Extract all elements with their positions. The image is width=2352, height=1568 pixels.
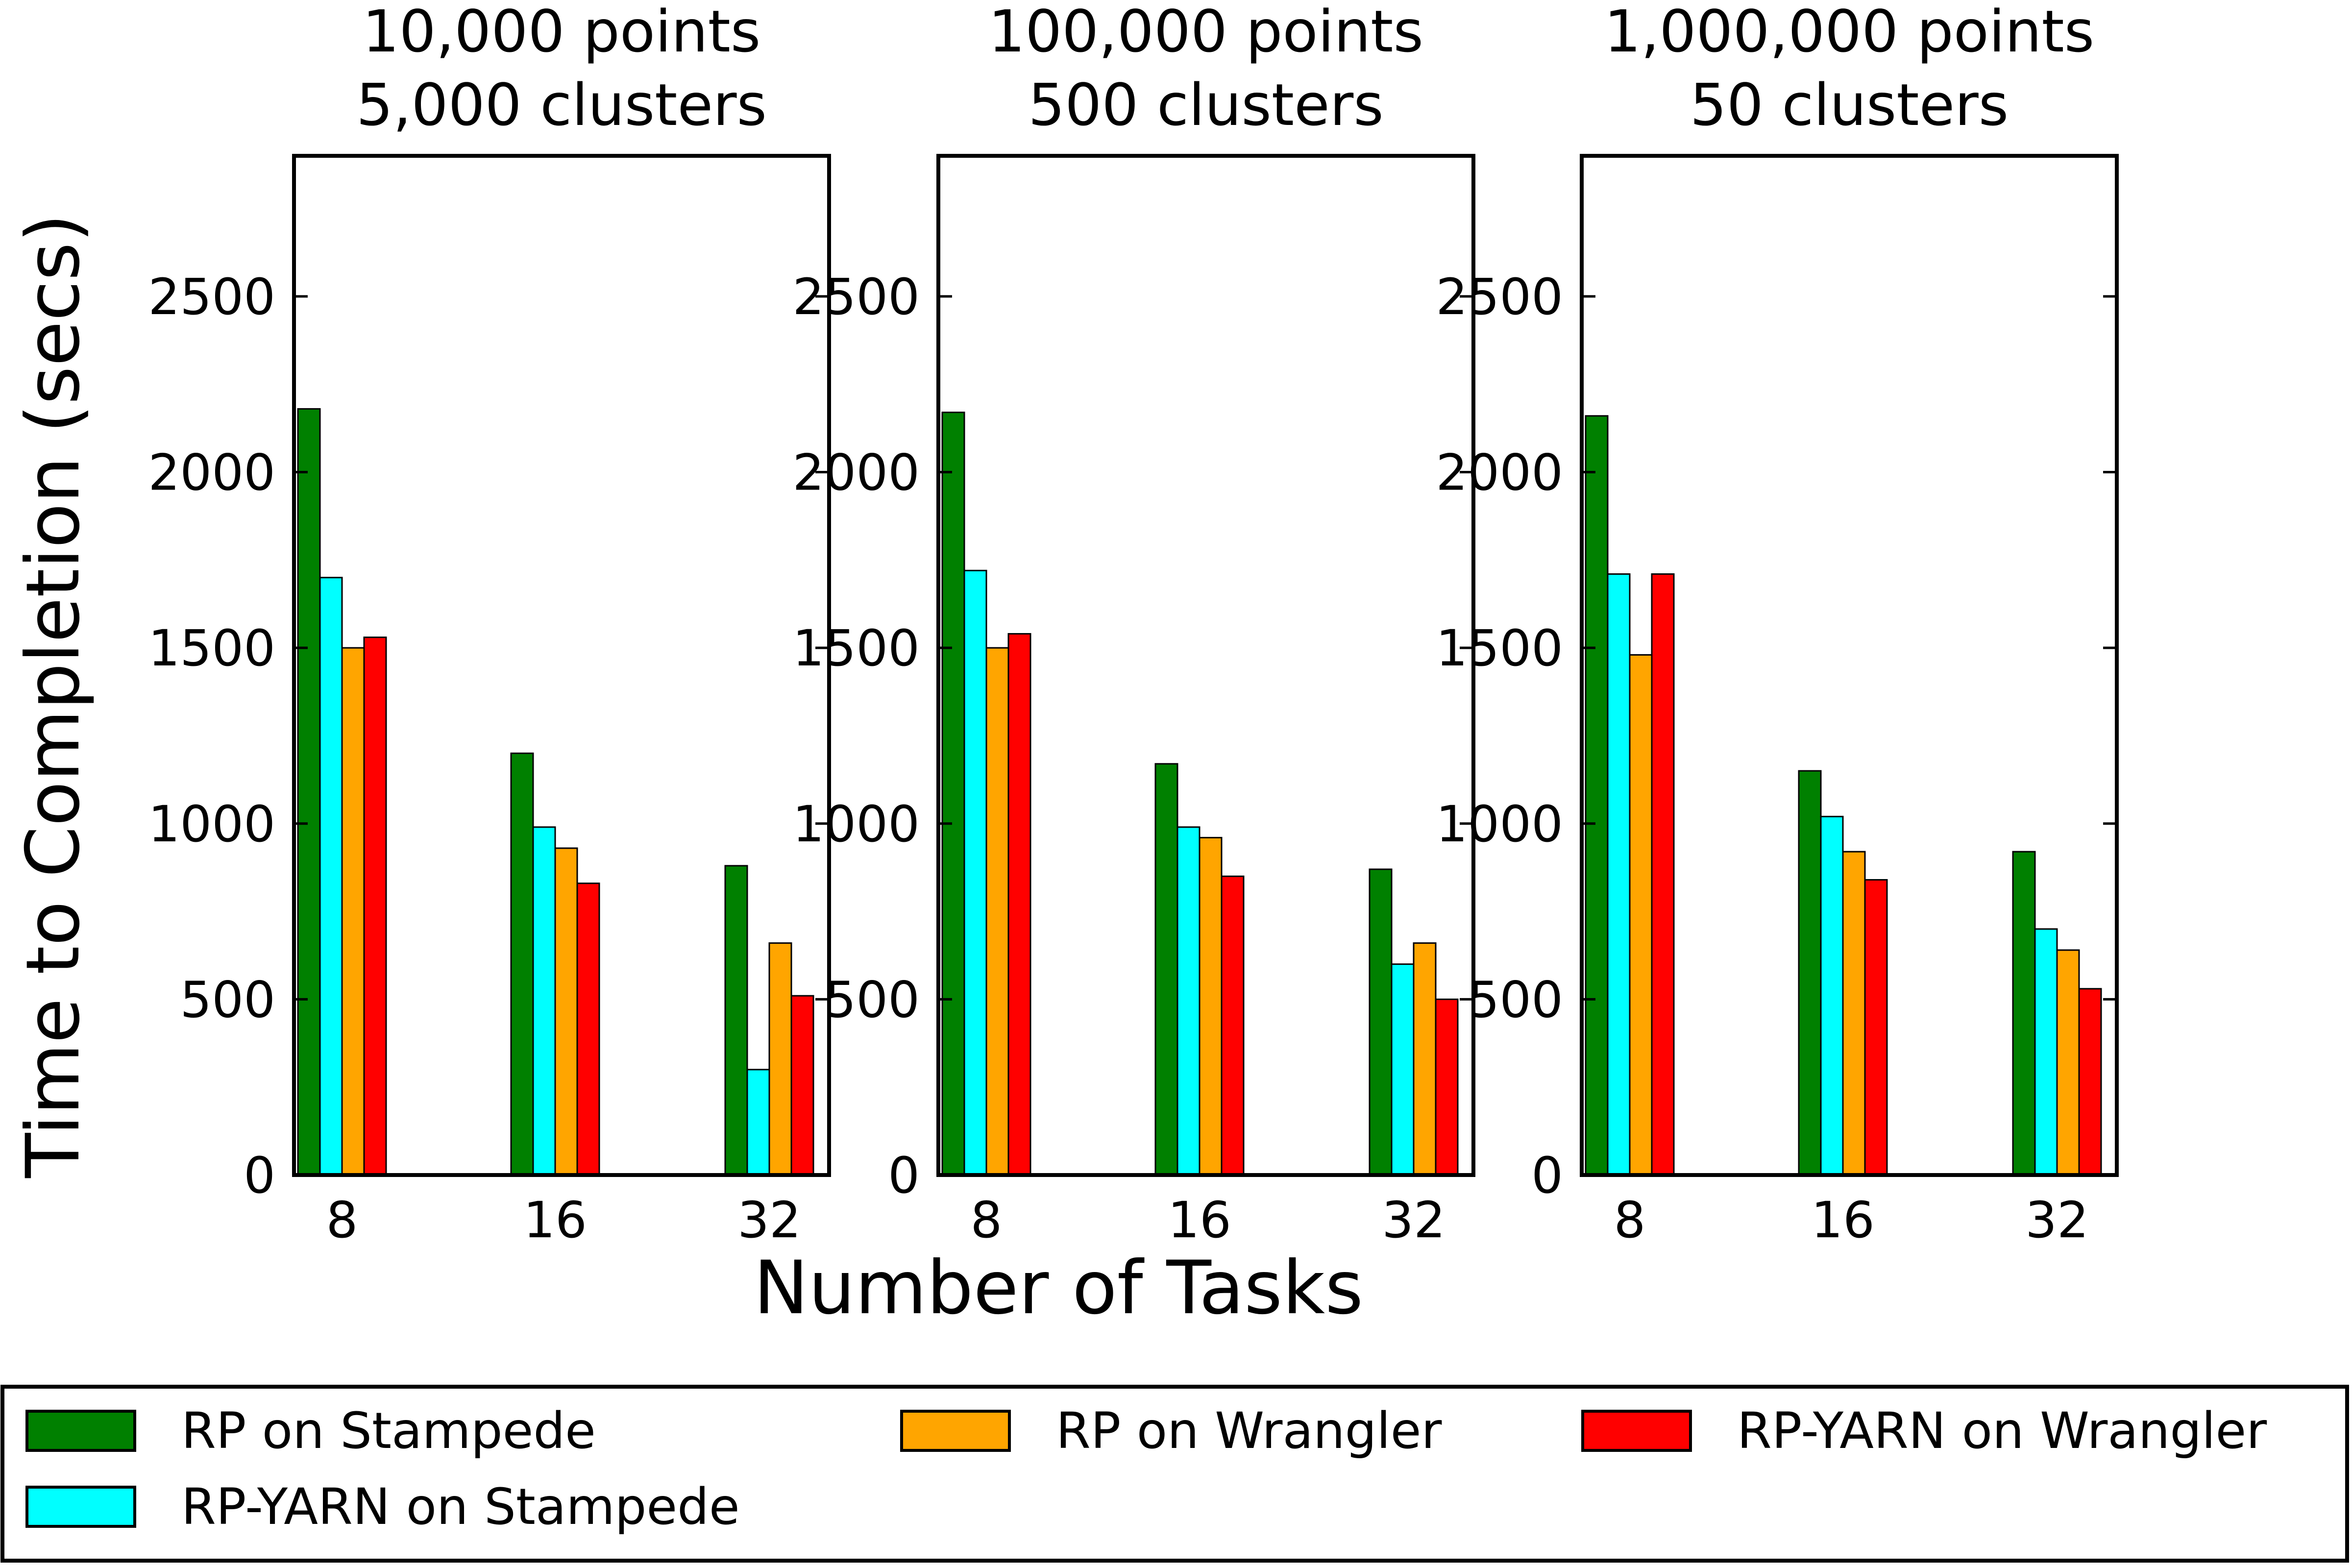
chart-legend: RP on Stampede RP on Wrangler RP-YARN on W… xyxy=(0,1385,2349,1563)
bar-rp-on-wrangler-16 xyxy=(554,847,578,1176)
bar-rp-yarn-on-wrangler-16 xyxy=(1864,879,1888,1176)
y-tick-label: 1500 xyxy=(792,619,920,678)
x-tick-label: 32 xyxy=(1382,1191,1446,1250)
bar-rp-yarn-on-wrangler-16 xyxy=(1221,875,1245,1176)
bar-rp-yarn-on-wrangler-8 xyxy=(1651,573,1675,1176)
panel-frame xyxy=(936,154,1475,1177)
legend-frame xyxy=(0,1385,2349,1563)
legend-swatch-rp-on-wrangler xyxy=(900,1410,1011,1452)
bar-rp-yarn-on-stampede-16 xyxy=(1176,826,1200,1176)
legend-swatch-rp-yarn-on-wrangler xyxy=(1581,1410,1692,1452)
bar-rp-yarn-on-wrangler-32 xyxy=(2078,988,2102,1176)
bar-rp-on-stampede-32 xyxy=(2012,851,2036,1176)
bar-rp-yarn-on-stampede-8 xyxy=(963,569,987,1176)
bar-rp-yarn-on-wrangler-32 xyxy=(790,995,814,1176)
panel-frame xyxy=(292,154,831,1177)
legend-label-rp-on-stampede: RP on Stampede xyxy=(181,1402,596,1460)
bar-rp-yarn-on-stampede-16 xyxy=(532,826,556,1176)
panel-frame xyxy=(1580,154,2119,1177)
bar-rp-yarn-on-wrangler-8 xyxy=(1007,633,1031,1176)
y-tick-label: 500 xyxy=(1468,971,1563,1029)
bar-rp-on-wrangler-8 xyxy=(341,647,365,1176)
x-tick-label: 16 xyxy=(1168,1191,1231,1250)
y-axis-title: Time to Completion (secs) xyxy=(11,214,96,1178)
y-tick-label: 2500 xyxy=(792,268,920,326)
x-axis-title: Number of Tasks xyxy=(754,1246,1363,1331)
bar-rp-on-stampede-16 xyxy=(1798,770,1822,1176)
panel-title-line-1: 1,000,000 points xyxy=(1604,0,2094,65)
legend-swatch-rp-on-stampede xyxy=(25,1410,136,1452)
y-tick-label: 1500 xyxy=(148,619,275,678)
bar-rp-yarn-on-stampede-8 xyxy=(319,577,343,1176)
y-tick-label: 2000 xyxy=(792,444,920,502)
bar-rp-on-wrangler-16 xyxy=(1842,851,1866,1176)
bar-rp-on-wrangler-8 xyxy=(985,647,1009,1176)
bar-rp-yarn-on-wrangler-32 xyxy=(1435,998,1459,1176)
bar-rp-on-wrangler-32 xyxy=(768,942,792,1176)
bar-rp-yarn-on-stampede-8 xyxy=(1607,573,1631,1176)
y-tick-label: 1000 xyxy=(148,795,275,854)
bar-rp-on-stampede-8 xyxy=(941,412,965,1176)
y-tick-label: 500 xyxy=(180,971,275,1029)
x-tick-label: 8 xyxy=(1614,1191,1646,1250)
legend-swatch-rp-yarn-on-stampede xyxy=(25,1486,136,1528)
x-tick-label: 32 xyxy=(2025,1191,2089,1250)
y-tick-label: 2500 xyxy=(1436,268,1563,326)
y-tick-label: 1000 xyxy=(1436,795,1563,854)
y-tick-label: 1500 xyxy=(1436,619,1563,678)
legend-label-rp-on-wrangler: RP on Wrangler xyxy=(1056,1402,1442,1460)
panel-title-line-1: 10,000 points xyxy=(363,0,761,65)
legend-label-rp-yarn-on-stampede: RP-YARN on Stampede xyxy=(181,1478,740,1536)
y-tick-label: 2000 xyxy=(1436,444,1563,502)
panel-title-line-2: 500 clusters xyxy=(1028,71,1384,139)
panel-title-line-2: 5,000 clusters xyxy=(356,71,767,139)
y-tick-label: 2500 xyxy=(148,268,275,326)
bar-rp-on-stampede-16 xyxy=(1154,763,1178,1176)
y-tick-label: 2000 xyxy=(148,444,275,502)
y-tick-label: 1000 xyxy=(792,795,920,854)
x-tick-label: 8 xyxy=(971,1191,1003,1250)
bar-rp-on-wrangler-16 xyxy=(1199,836,1223,1176)
legend-label-rp-yarn-on-wrangler: RP-YARN on Wrangler xyxy=(1737,1402,2267,1460)
x-tick-label: 16 xyxy=(1811,1191,1875,1250)
bar-rp-on-stampede-16 xyxy=(510,752,534,1176)
bar-rp-on-stampede-32 xyxy=(1369,868,1393,1176)
bar-rp-yarn-on-wrangler-8 xyxy=(363,637,387,1176)
bar-rp-on-wrangler-32 xyxy=(2056,949,2080,1176)
y-tick-label: 500 xyxy=(824,971,920,1029)
x-tick-label: 16 xyxy=(523,1191,587,1250)
bar-rp-on-stampede-8 xyxy=(297,408,321,1176)
y-tick-label: 0 xyxy=(888,1147,920,1205)
panel-title-line-2: 50 clusters xyxy=(1690,71,2009,139)
bar-rp-on-wrangler-8 xyxy=(1629,654,1653,1176)
panel-title-line-1: 100,000 points xyxy=(988,0,1423,65)
x-tick-label: 32 xyxy=(737,1191,801,1250)
bar-rp-yarn-on-stampede-32 xyxy=(746,1069,770,1176)
y-tick-label: 0 xyxy=(244,1147,275,1205)
y-tick-label: 0 xyxy=(1531,1147,1563,1205)
bar-rp-on-stampede-32 xyxy=(724,865,748,1176)
bar-rp-on-stampede-8 xyxy=(1585,415,1609,1176)
bar-rp-yarn-on-stampede-16 xyxy=(1820,815,1844,1176)
bar-rp-on-wrangler-32 xyxy=(1413,942,1437,1176)
bar-rp-yarn-on-stampede-32 xyxy=(2034,928,2058,1176)
x-tick-label: 8 xyxy=(326,1191,358,1250)
bar-rp-yarn-on-stampede-32 xyxy=(1391,963,1415,1176)
bar-rp-yarn-on-wrangler-16 xyxy=(576,882,600,1176)
